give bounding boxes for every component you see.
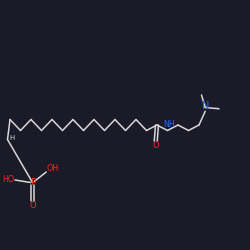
- Text: P: P: [30, 178, 35, 187]
- Text: OH: OH: [46, 164, 59, 173]
- Text: HO: HO: [2, 176, 15, 184]
- Text: N: N: [202, 101, 209, 111]
- Text: O: O: [29, 201, 36, 210]
- Text: H: H: [10, 135, 14, 141]
- Text: O: O: [152, 142, 159, 150]
- Text: NH: NH: [163, 120, 175, 129]
